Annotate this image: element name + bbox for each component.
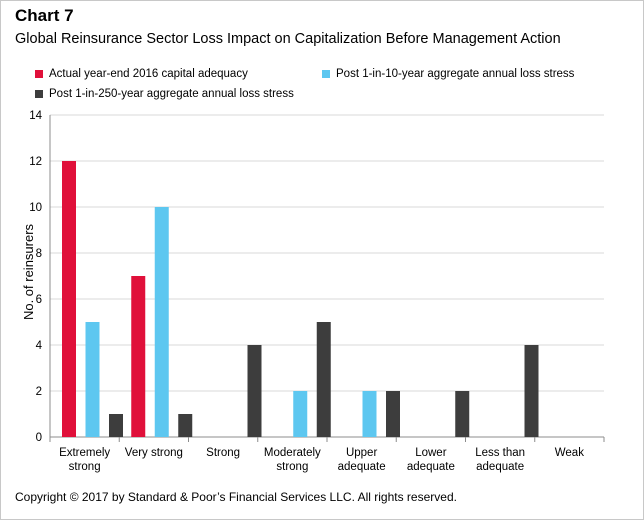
bar bbox=[386, 391, 400, 437]
x-category-label: Very strong bbox=[125, 447, 183, 459]
bar bbox=[524, 345, 539, 437]
x-category-label: Weak bbox=[555, 447, 584, 459]
legend-item-actual: Actual year-end 2016 capital adequacy bbox=[35, 68, 248, 80]
legend-label-actual: Actual year-end 2016 capital adequacy bbox=[49, 68, 248, 80]
x-category-label: Lower adequate bbox=[407, 447, 455, 473]
legend-label-1-in-250: Post 1-in-250-year aggregate annual loss… bbox=[49, 88, 294, 100]
copyright-note: Copyright © 2017 by Standard & Poor’s Fi… bbox=[15, 490, 457, 504]
bars bbox=[62, 161, 539, 437]
x-category-label: Less than adequate bbox=[475, 447, 525, 473]
x-category-label: Upper adequate bbox=[338, 447, 386, 473]
legend-swatch-1-in-10 bbox=[322, 70, 330, 78]
y-axis-ticks: 0 2 4 6 8 10 12 14 bbox=[29, 110, 42, 444]
bar bbox=[247, 345, 262, 437]
y-tick-label: 4 bbox=[36, 340, 43, 352]
bar bbox=[362, 391, 377, 437]
legend-item-1-in-10: Post 1-in-10-year aggregate annual loss … bbox=[322, 68, 574, 80]
chart-title: Global Reinsurance Sector Loss Impact on… bbox=[15, 31, 561, 47]
y-tick-label: 14 bbox=[29, 110, 42, 122]
bar bbox=[154, 207, 169, 437]
chart-number: Chart 7 bbox=[15, 6, 74, 25]
y-tick-label: 8 bbox=[36, 248, 42, 260]
bar bbox=[293, 391, 308, 437]
bar bbox=[62, 161, 76, 437]
x-category-label: Extremely strong bbox=[59, 447, 110, 473]
legend-swatch-1-in-250 bbox=[35, 90, 43, 98]
bar bbox=[109, 414, 123, 437]
y-tick-label: 2 bbox=[36, 386, 42, 398]
y-tick-label: 0 bbox=[36, 432, 42, 444]
legend-item-1-in-250: Post 1-in-250-year aggregate annual loss… bbox=[35, 88, 294, 100]
y-tick-label: 6 bbox=[36, 294, 42, 306]
y-tick-label: 10 bbox=[29, 202, 42, 214]
bar bbox=[316, 322, 331, 437]
x-axis-categories: Extremely strong Very strong Strong Moderate… bbox=[59, 447, 584, 473]
legend-label-1-in-10: Post 1-in-10-year aggregate annual loss … bbox=[336, 68, 575, 80]
bar bbox=[85, 322, 100, 437]
bar bbox=[178, 414, 193, 437]
y-tick-label: 12 bbox=[29, 156, 42, 168]
x-category-label: Strong bbox=[206, 447, 240, 459]
legend-swatch-actual bbox=[35, 70, 43, 78]
bar bbox=[131, 276, 146, 437]
y-axis-label: No. of reinsurers bbox=[21, 223, 36, 320]
x-category-label: Moderately strong bbox=[264, 447, 321, 473]
bar bbox=[455, 391, 470, 437]
